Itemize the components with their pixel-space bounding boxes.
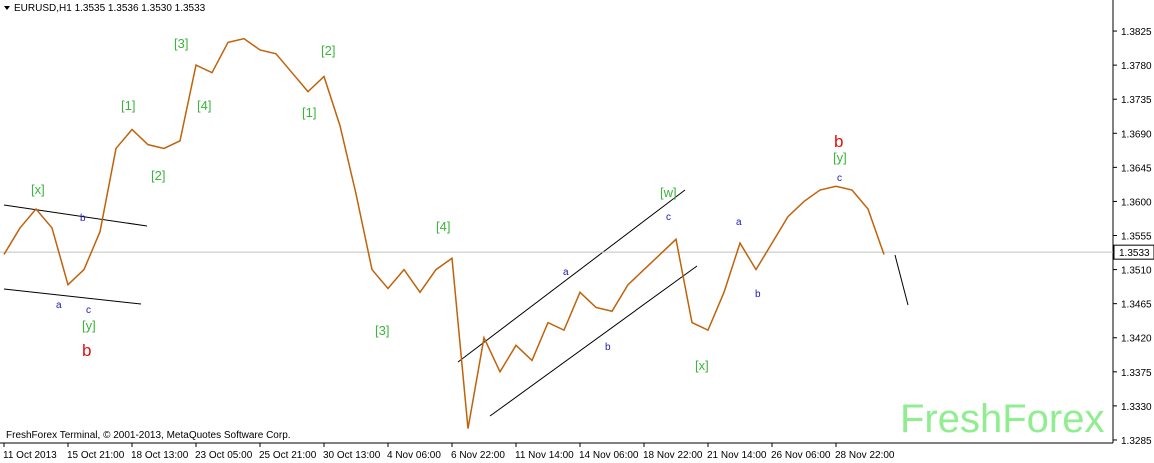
wave-label: [2] — [321, 43, 335, 58]
x-tick-label: 25 Oct 21:00 — [259, 450, 317, 461]
channel-line — [489, 265, 698, 417]
channel-line — [3, 204, 148, 227]
x-tick-label: 26 Nov 06:00 — [771, 450, 831, 461]
x-tick-label: 4 Nov 06:00 — [387, 450, 441, 461]
wave-label: a — [736, 217, 742, 228]
price-line — [3, 37, 885, 429]
y-tick-label: 1.3555 — [1121, 232, 1152, 243]
wave-label: [4] — [436, 219, 450, 234]
wave-label: [1] — [121, 98, 135, 113]
y-tick-label: 1.3465 — [1121, 300, 1152, 311]
wave-label: c — [666, 212, 671, 223]
y-tick-label: 1.3600 — [1121, 197, 1152, 208]
watermark: FreshForex — [900, 397, 1105, 441]
current-price-box — [1113, 244, 1154, 260]
wave-label: b — [605, 342, 611, 353]
y-tick-label: 1.3735 — [1121, 95, 1152, 106]
x-tick-label: 11 Oct 2013 — [3, 450, 57, 461]
x-tick-label: 18 Oct 13:00 — [131, 450, 189, 461]
y-tick-label: 1.3690 — [1121, 129, 1152, 140]
wave-label: [2] — [151, 168, 165, 183]
wave-label: [x] — [695, 358, 709, 373]
y-tick-label: 1.3510 — [1121, 266, 1152, 277]
wave-label: [y] — [82, 318, 96, 333]
x-tick-label: 23 Oct 05:00 — [195, 450, 253, 461]
y-tick-label: 1.3375 — [1121, 368, 1152, 379]
x-tick-label: 11 Nov 14:00 — [515, 450, 574, 461]
y-tick-label: 1.3285 — [1121, 436, 1152, 447]
channel-line — [457, 189, 686, 363]
channel-lines — [3, 189, 909, 417]
current-price-label: 1.3533 — [1119, 248, 1150, 259]
wave-label: [3] — [375, 323, 389, 338]
wave-label: c — [86, 305, 91, 316]
wave-label: [w] — [660, 185, 677, 200]
chart-title: EURUSD,H1 1.3535 1.3536 1.3530 1.3533 — [14, 3, 206, 14]
channel-line — [3, 288, 142, 305]
wave-label: b — [834, 132, 843, 151]
wave-label: [x] — [31, 182, 45, 197]
forecast-line — [894, 254, 909, 306]
wave-label: c — [837, 173, 842, 184]
x-tick-label: 14 Nov 06:00 — [579, 450, 639, 461]
x-tick-label: 15 Oct 21:00 — [67, 450, 125, 461]
wave-label: a — [56, 300, 62, 311]
x-tick-label: 30 Oct 13:00 — [323, 450, 381, 461]
wave-label: [y] — [833, 150, 847, 165]
wave-label: [1] — [302, 105, 316, 120]
wave-label: b — [755, 289, 761, 300]
wave-label: b — [80, 213, 86, 224]
x-tick-label: 28 Nov 22:00 — [835, 450, 895, 461]
y-tick-label: 1.3780 — [1121, 61, 1152, 72]
wave-label: a — [563, 267, 569, 278]
y-tick-label: 1.3420 — [1121, 334, 1152, 345]
menu-arrow[interactable] — [4, 6, 10, 10]
footer: FreshForex Terminal, © 2001-2013, MetaQu… — [6, 430, 291, 441]
wave-label: [4] — [197, 98, 211, 113]
wave-label: [3] — [174, 36, 188, 51]
y-tick-label: 1.3825 — [1121, 27, 1152, 38]
x-tick-label: 18 Nov 22:00 — [643, 450, 703, 461]
y-tick-label: 1.3645 — [1121, 163, 1152, 174]
x-tick-label: 6 Nov 22:00 — [451, 450, 505, 461]
y-tick-label: 1.3330 — [1121, 402, 1152, 413]
x-tick-label: 21 Nov 14:00 — [707, 450, 767, 461]
wave-label: b — [82, 341, 91, 360]
